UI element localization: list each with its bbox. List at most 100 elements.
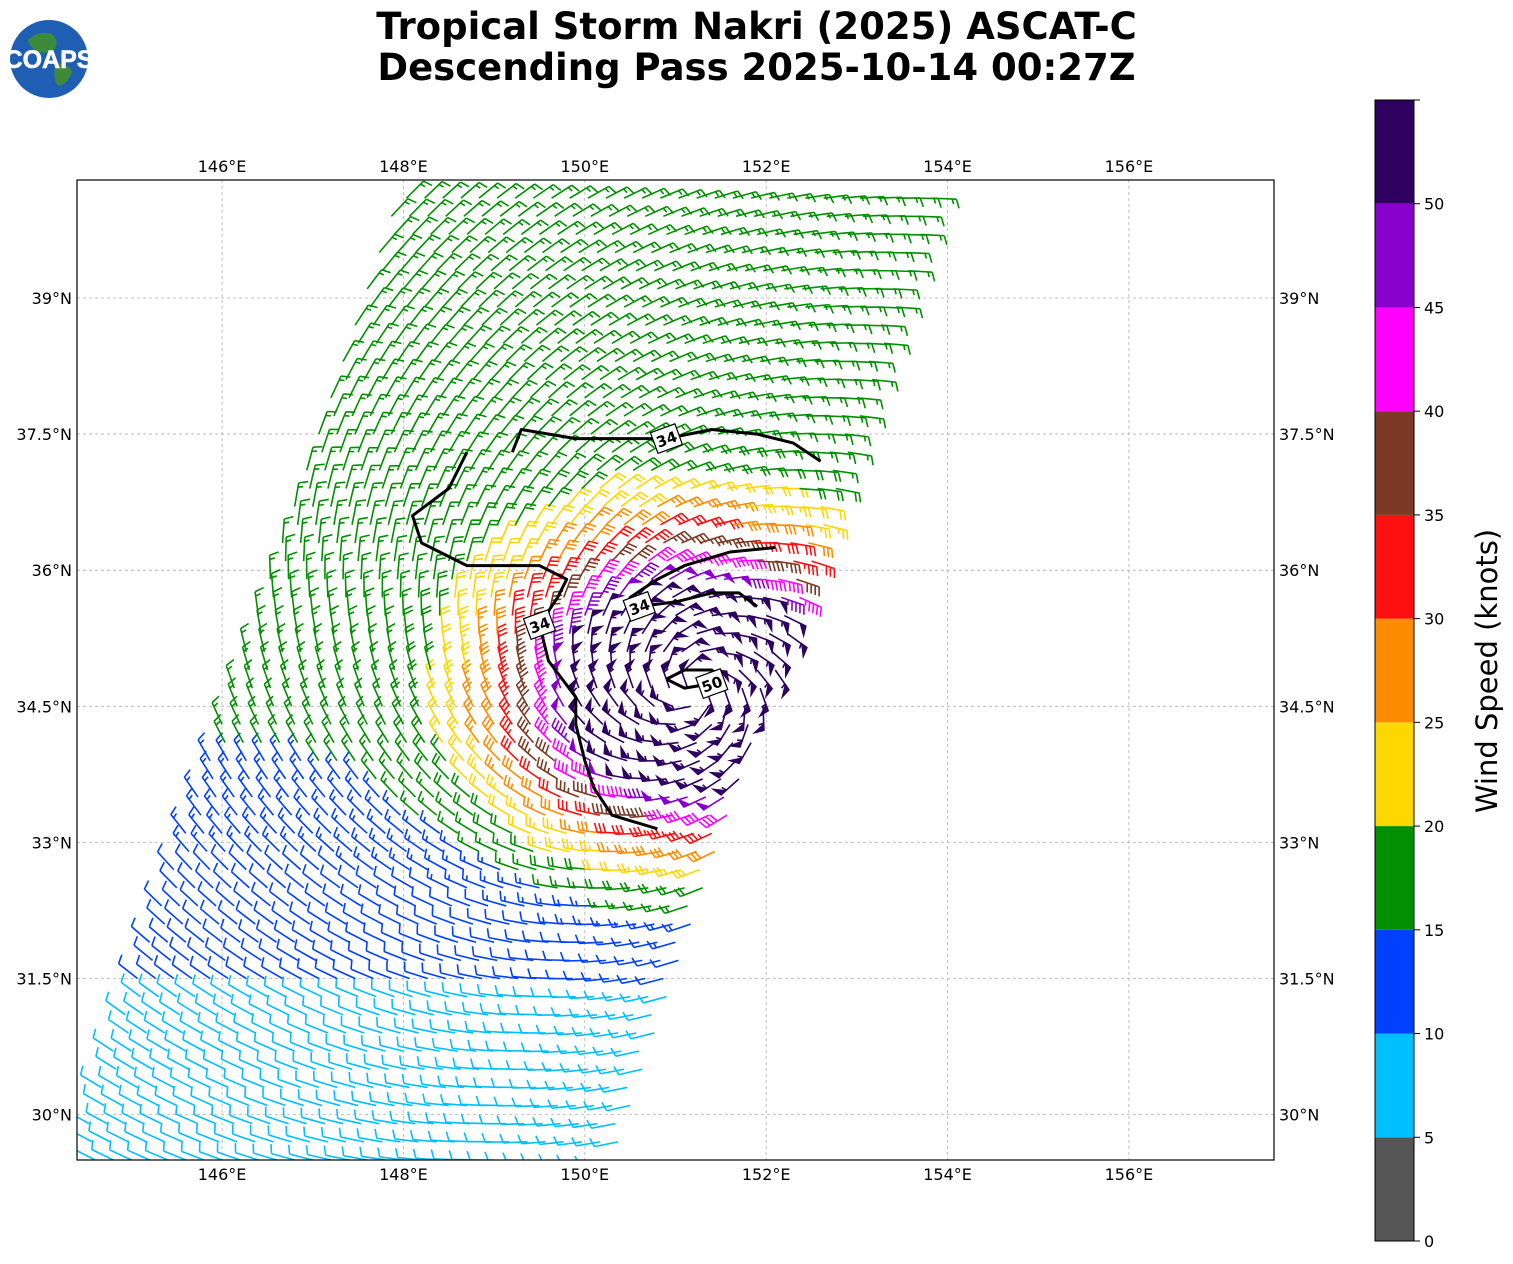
colorbar-segment <box>1375 1033 1414 1138</box>
wind-barb <box>498 696 513 725</box>
wind-barb <box>143 1010 166 1034</box>
wind-barb <box>348 808 368 834</box>
wind-barb <box>292 1051 317 1071</box>
wind-barb <box>156 843 175 871</box>
wind-barb <box>739 687 751 718</box>
wind-barb <box>529 589 544 616</box>
wind-barb <box>805 414 834 425</box>
wind-barb <box>541 345 570 363</box>
wind-barb <box>450 772 471 798</box>
wind-barb <box>419 809 441 834</box>
wind-barb <box>538 538 560 562</box>
x-tick-label: 156°E <box>1105 1165 1154 1184</box>
wind-barb <box>351 1090 377 1107</box>
wind-barb <box>731 706 746 733</box>
wind-barb <box>637 994 667 1004</box>
wind-barb <box>484 909 510 925</box>
wind-barb <box>560 346 588 363</box>
wind-barb <box>554 310 583 326</box>
wind-barb <box>494 852 519 871</box>
wind-barb <box>381 569 392 598</box>
wind-barb <box>622 1011 652 1022</box>
wind-barb <box>373 998 398 1016</box>
wind-barb <box>174 843 193 871</box>
wind-barb <box>642 658 654 689</box>
wind-barb <box>326 770 344 798</box>
wind-barb <box>388 847 410 871</box>
wind-barb <box>551 676 565 707</box>
wind-barb <box>741 465 771 477</box>
wind-barb <box>515 623 526 652</box>
wind-barb <box>484 1151 513 1160</box>
wind-barb <box>396 1036 422 1052</box>
wind-barb <box>285 714 299 743</box>
wind-barb <box>253 900 274 925</box>
wind-barb <box>484 431 509 453</box>
wind-barb <box>347 940 371 962</box>
wind-barb <box>100 1084 123 1107</box>
wind-barb <box>328 1052 353 1071</box>
wind-barb <box>753 651 775 678</box>
wind-barb <box>466 217 494 236</box>
colorbar-segment <box>1375 514 1414 619</box>
wind-barb <box>523 237 552 254</box>
wind-barb <box>143 880 163 907</box>
wind-barb <box>383 942 407 962</box>
wind-barb <box>133 936 154 961</box>
wind-barb <box>357 534 370 562</box>
y-tick-label: 30°N <box>32 1106 72 1125</box>
wind-barb <box>360 751 377 780</box>
wind-barb <box>611 330 641 345</box>
chart-title-line2: Descending Pass 2025-10-14 00:27Z <box>377 46 1136 89</box>
wind-barb <box>487 793 510 816</box>
wind-barb <box>362 770 380 798</box>
wind-barb <box>315 1089 341 1107</box>
wind-barb <box>271 900 293 925</box>
wind-barb <box>496 182 525 199</box>
wind-barb <box>439 270 466 290</box>
wind-barb <box>216 1142 241 1160</box>
wind-barb <box>442 288 468 308</box>
wind-barb <box>623 402 653 417</box>
wind-barb <box>690 370 720 381</box>
wind-barb <box>323 1145 350 1160</box>
wind-barb <box>452 1057 480 1071</box>
wind-barb <box>602 383 631 399</box>
wind-barb <box>146 1029 169 1052</box>
wind-barb <box>721 687 733 718</box>
wind-barb <box>378 903 401 925</box>
wind-barb <box>548 381 576 399</box>
wind-barb <box>230 862 250 889</box>
wind-barb <box>571 1026 601 1037</box>
wind-barb <box>128 1029 150 1052</box>
wind-barb <box>306 901 329 925</box>
wind-barb <box>319 695 332 725</box>
wind-barb <box>327 921 350 943</box>
wind-barb <box>387 499 404 526</box>
wind-barb <box>702 226 732 236</box>
wind-barb <box>243 956 265 980</box>
wind-barb <box>442 395 466 417</box>
wind-barb <box>732 190 763 201</box>
wind-barb <box>448 324 474 344</box>
wind-barb <box>256 1050 280 1070</box>
wind-barb <box>424 288 450 308</box>
wind-barb <box>348 1072 374 1089</box>
wind-barb <box>605 186 635 199</box>
wind-barb <box>783 614 807 639</box>
wind-barb <box>565 591 583 616</box>
wind-barb <box>484 754 504 780</box>
wind-barb <box>353 846 374 871</box>
wind-barb <box>328 788 347 816</box>
wind-barb <box>337 864 359 889</box>
wind-barb <box>228 843 247 871</box>
wind-barb <box>414 552 428 580</box>
wind-barb <box>696 407 726 417</box>
wind-barb <box>648 711 676 726</box>
wind-barb <box>601 1102 631 1112</box>
wind-barb <box>414 1037 440 1052</box>
wind-barb <box>893 288 921 300</box>
wind-barb <box>571 1137 601 1147</box>
wind-barb <box>330 807 350 834</box>
wind-barb <box>705 353 735 363</box>
